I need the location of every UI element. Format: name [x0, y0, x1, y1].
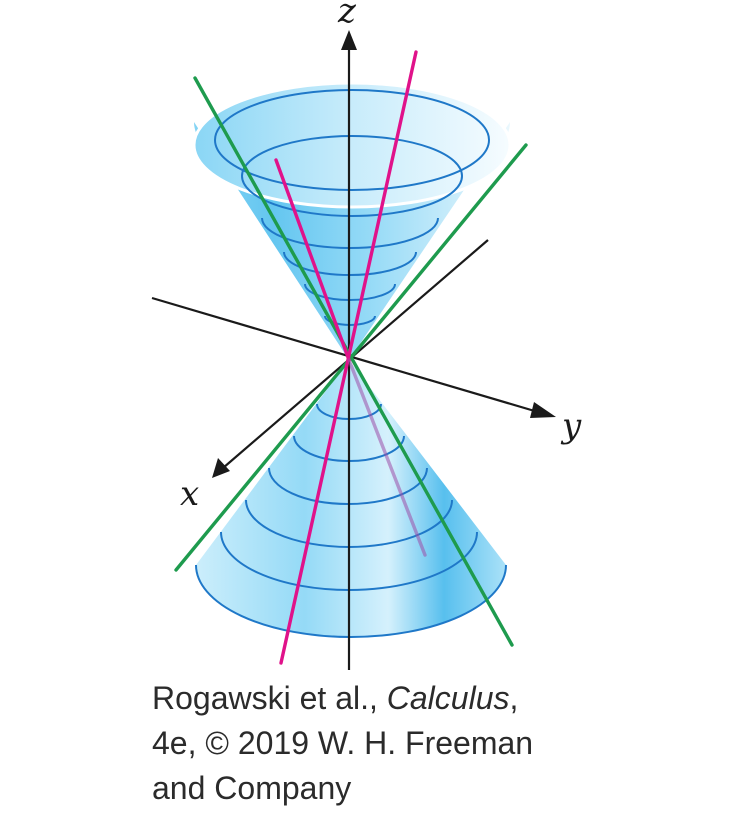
- green-generator-right: [174, 143, 528, 572]
- contour-ring: [214, 89, 490, 191]
- caption-line-3: and Company: [152, 770, 352, 806]
- caption-authors: Rogawski et al.,: [152, 680, 387, 716]
- contour-ring: [195, 564, 507, 638]
- upper-cone: [192, 81, 512, 360]
- magenta-generator-tilted-hidden: [347, 358, 427, 557]
- y-axis-label: y: [560, 406, 582, 446]
- y-axis-arrowhead: [530, 402, 556, 418]
- lower-cone-surface: [196, 360, 506, 637]
- x-axis-label: x: [180, 474, 199, 514]
- caption-line-2: 4e, © 2019 W. H. Freeman: [152, 725, 534, 761]
- upper-cone-opening: [192, 81, 512, 209]
- x-axis-arrowhead: [212, 458, 230, 478]
- caption-title-punctuation: ,: [509, 680, 519, 716]
- z-axis-arrowhead: [341, 30, 357, 50]
- generator-lines: [174, 50, 528, 665]
- magenta-generator-tilted: [274, 158, 351, 362]
- lower-cone: [195, 360, 507, 638]
- contour-ring: [241, 135, 463, 217]
- green-generator-left: [193, 76, 514, 647]
- caption-line-1: Rogawski et al., Calculus,: [152, 676, 712, 721]
- caption-book-title: Calculus: [386, 680, 510, 716]
- y-axis-line: [151, 296, 539, 414]
- figure-caption: Rogawski et al., Calculus, 4e, © 2019 W.…: [152, 676, 712, 811]
- z-axis-label: z: [337, 0, 357, 31]
- upper-cone-contours: [214, 89, 490, 326]
